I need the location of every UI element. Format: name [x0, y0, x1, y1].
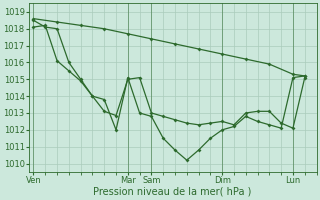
X-axis label: Pression niveau de la mer( hPa ): Pression niveau de la mer( hPa ): [93, 187, 252, 197]
